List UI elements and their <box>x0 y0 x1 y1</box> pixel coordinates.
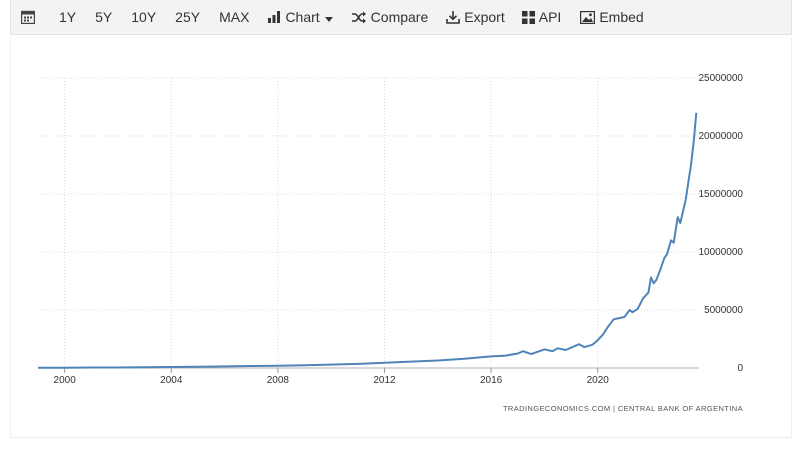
line-chart: 25000000 20000000 15000000 10000000 5000000 0… <box>37 73 744 413</box>
axis-layer: 25000000 20000000 15000000 10000000 5000000 0… <box>54 73 744 386</box>
y-tick-label: 10000000 <box>699 247 744 258</box>
period-1y-button[interactable]: 1Y <box>59 9 77 25</box>
download-icon <box>446 10 461 24</box>
period-10y-button[interactable]: 10Y <box>131 9 157 25</box>
compare-label: Compare <box>370 9 429 25</box>
x-tick-label: 2012 <box>373 375 396 386</box>
embed-label: Embed <box>599 9 644 25</box>
x-tick-label: 2004 <box>160 375 183 386</box>
api-button[interactable]: API <box>521 0 562 34</box>
api-label: API <box>538 9 562 25</box>
chart-panel: 25000000 20000000 15000000 10000000 5000000 0… <box>10 38 792 438</box>
shuffle-icon <box>351 11 367 24</box>
period-5y-button[interactable]: 5Y <box>95 9 113 25</box>
bar-chart-icon <box>268 11 281 23</box>
x-tick-label: 2000 <box>54 375 77 386</box>
grid-icon <box>521 10 535 24</box>
x-tick-label: 2020 <box>587 375 610 386</box>
grid-layer <box>38 77 699 369</box>
embed-button[interactable]: Embed <box>580 0 644 34</box>
calendar-icon <box>21 10 35 24</box>
calendar-button[interactable] <box>21 0 35 34</box>
caret-down-icon <box>324 9 333 25</box>
compare-button[interactable]: Compare <box>351 0 429 34</box>
period-max-button[interactable]: MAX <box>219 9 250 25</box>
y-tick-label: 5000000 <box>704 305 743 316</box>
y-tick-label: 0 <box>737 363 743 374</box>
source-credit: TRADINGECONOMICS.COM | CENTRAL BANK OF A… <box>503 404 743 413</box>
image-icon <box>580 10 596 24</box>
chart-toolbar: 1Y 5Y 10Y 25Y MAX Chart Compare <box>10 0 792 35</box>
series-line <box>37 112 698 369</box>
export-button[interactable]: Export <box>446 0 505 34</box>
y-tick-label: 25000000 <box>699 73 744 84</box>
y-tick-label: 20000000 <box>699 131 744 142</box>
export-label: Export <box>464 9 505 25</box>
period-25y-button[interactable]: 25Y <box>175 9 201 25</box>
chart-type-dropdown[interactable]: Chart <box>268 0 333 34</box>
x-tick-label: 2016 <box>480 375 503 386</box>
y-tick-label: 15000000 <box>699 189 744 200</box>
chart-type-label: Chart <box>285 9 320 25</box>
x-tick-label: 2008 <box>267 375 290 386</box>
